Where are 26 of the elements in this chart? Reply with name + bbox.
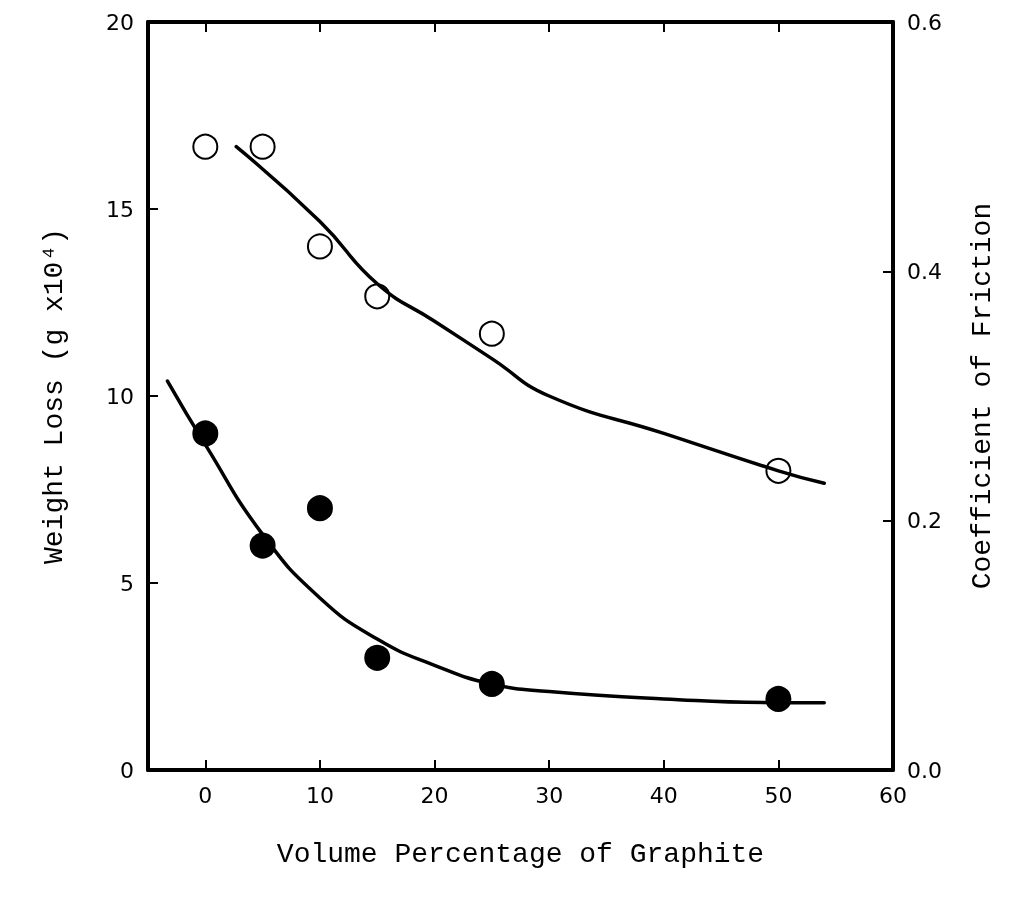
y-tick-label: 10 bbox=[106, 383, 134, 409]
x-tick-label: 60 bbox=[879, 782, 907, 808]
y2-tick-label: 0.4 bbox=[907, 258, 942, 284]
y2-axis-title: Coefficient of Friction bbox=[966, 202, 998, 590]
point bbox=[249, 133, 276, 160]
line-series bbox=[234, 144, 826, 486]
point bbox=[478, 320, 505, 347]
y2-tick-label: 0.2 bbox=[907, 508, 942, 534]
point bbox=[364, 644, 391, 671]
x-tick-label: 0 bbox=[198, 782, 213, 808]
x-tick-label: 20 bbox=[420, 782, 449, 808]
point bbox=[306, 495, 333, 522]
y-tick-label: 5 bbox=[120, 570, 134, 596]
y-tick-label: 0 bbox=[120, 757, 134, 783]
y-axis-title: Weight Loss (g x10⁴) bbox=[38, 227, 70, 565]
x-tick-label: 10 bbox=[305, 782, 334, 808]
x-axis-title: Volume Percentage of Graphite bbox=[276, 838, 765, 870]
point bbox=[306, 233, 333, 260]
y2-tick-label: 0.0 bbox=[907, 757, 942, 783]
x-tick-label: 30 bbox=[535, 782, 564, 808]
x-tick-label: 40 bbox=[649, 782, 678, 808]
y-tick-label: 15 bbox=[106, 196, 134, 222]
point bbox=[192, 133, 219, 160]
x-tick-label: 50 bbox=[764, 782, 793, 808]
y2-tick-label: 0.6 bbox=[907, 9, 942, 35]
y-tick-label: 20 bbox=[106, 9, 134, 35]
